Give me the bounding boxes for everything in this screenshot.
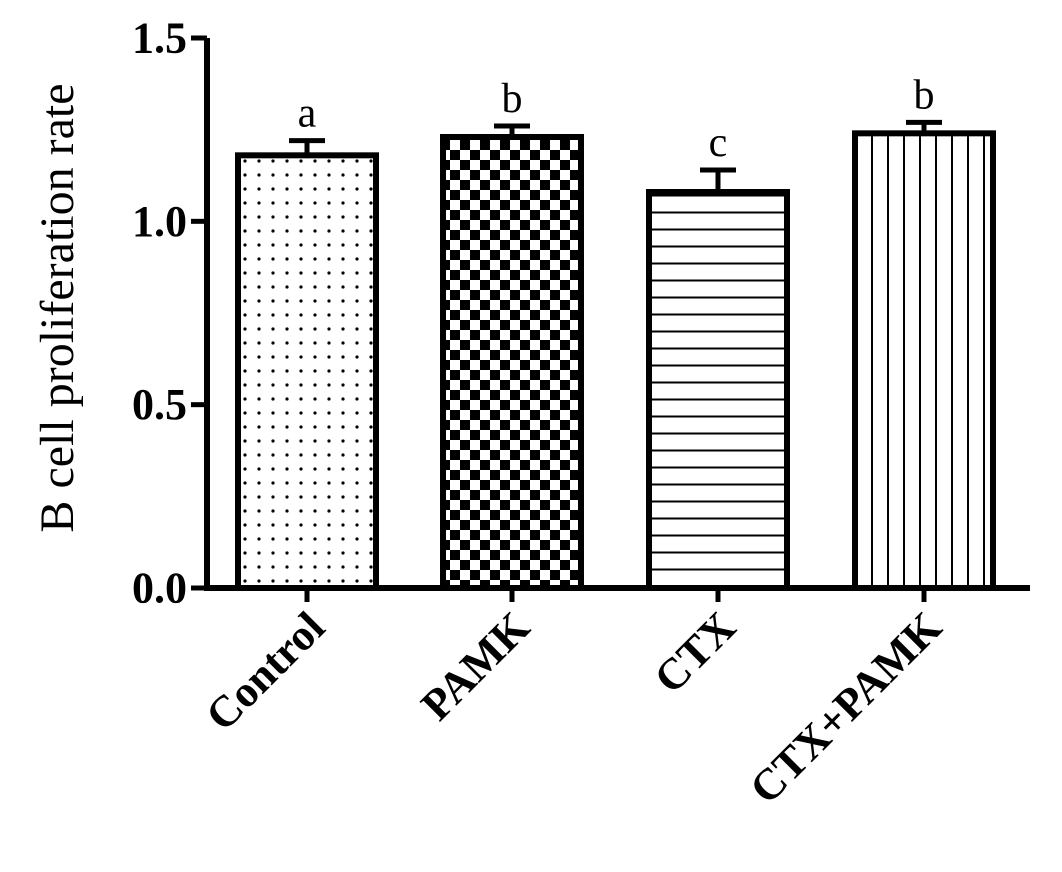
bars-layer bbox=[235, 119, 996, 591]
y-tick-label: 0.5 bbox=[132, 380, 187, 429]
significance-label: b bbox=[914, 72, 935, 118]
bar-control bbox=[235, 152, 379, 591]
x-tick-label: CTX+PAMK bbox=[740, 602, 951, 813]
axes-layer bbox=[191, 35, 1030, 602]
y-tick-label: 0.0 bbox=[132, 564, 187, 613]
y-axis-label: B cell proliferation rate bbox=[31, 83, 84, 532]
bar-ctx-pamk bbox=[852, 130, 996, 591]
significance-label: a bbox=[298, 91, 317, 137]
y-tick-label: 1.5 bbox=[132, 14, 187, 63]
y-tick-label: 1.0 bbox=[132, 197, 187, 246]
x-tick-label: CTX bbox=[645, 602, 745, 702]
x-tick-label: Control bbox=[196, 602, 334, 740]
significance-label: b bbox=[502, 76, 523, 122]
x-tick-label: PAMK bbox=[412, 602, 539, 729]
bar-pamk bbox=[440, 134, 584, 591]
bar-ctx bbox=[646, 189, 790, 591]
significance-label: c bbox=[709, 120, 728, 166]
